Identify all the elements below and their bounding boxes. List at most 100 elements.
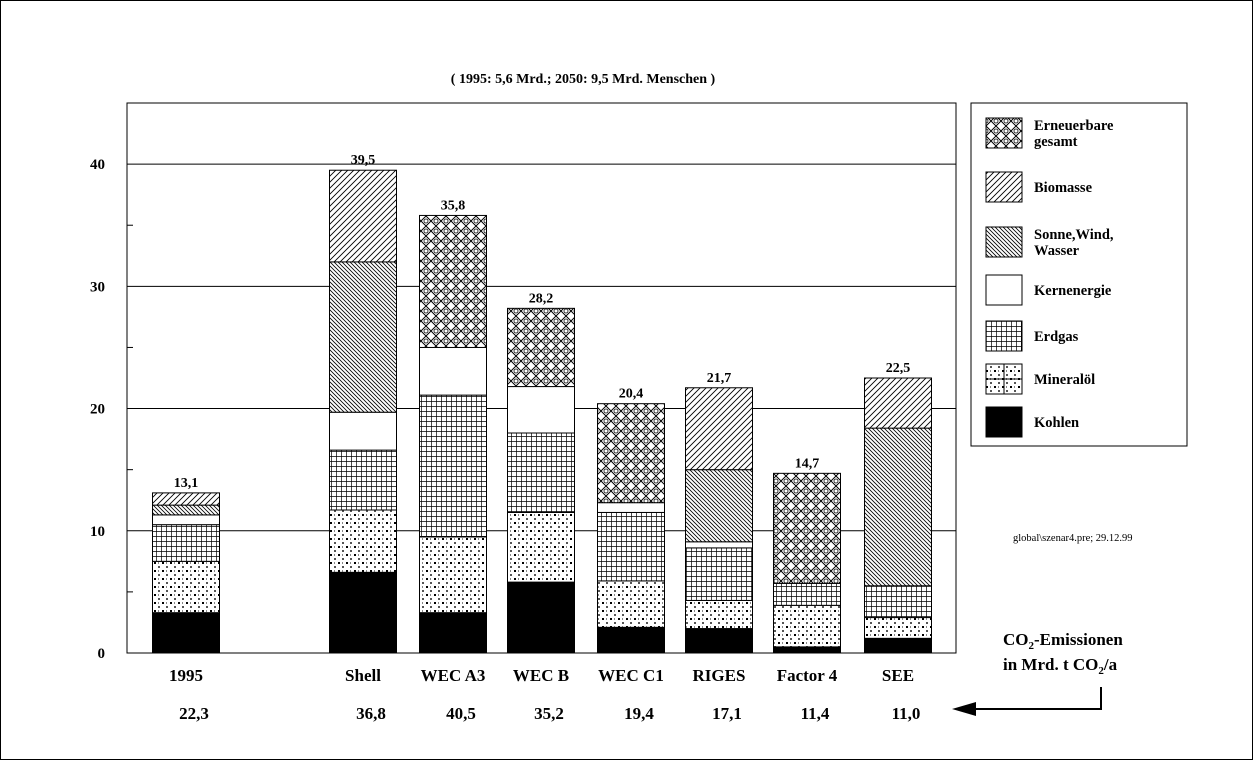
bar-segment-mineral-l <box>419 536 487 614</box>
bar-segment-mineral-l <box>329 509 397 573</box>
bar-shell: 39,5 <box>329 153 397 654</box>
x-tick-label: SEE <box>882 666 914 685</box>
legend-label: Wasser <box>1034 243 1080 259</box>
bar-segment-mineral-l <box>152 560 220 614</box>
bar-total-label: 21,7 <box>707 371 732 386</box>
x-tick-label: RIGES <box>693 666 746 685</box>
legend-item-kohlen: Kohlen <box>985 406 1079 438</box>
bar-segment-biomasse <box>685 387 753 471</box>
co2-value: 35,2 <box>534 704 564 723</box>
bar-segment-mineral-l <box>773 604 841 648</box>
co2-label-line2: in Mrd. t CO2/a <box>1003 655 1118 677</box>
co2-value: 40,5 <box>446 704 476 723</box>
bar-segment-kohlen <box>329 571 397 654</box>
legend-swatch <box>985 274 1023 306</box>
x-tick-label: WEC A3 <box>421 666 486 685</box>
legend-item-biomasse: Biomasse <box>985 171 1093 203</box>
x-axis-labels: 1995 Shell WEC A3 WEC B WEC C1 RIGES Factor 4 S… <box>169 666 914 685</box>
bar-total-label: 13,1 <box>174 476 199 491</box>
legend-swatch <box>985 320 1023 352</box>
co2-values-row: 22,3 36,8 40,5 35,2 19,4 17,1 11,4 11,0 <box>179 704 920 723</box>
y-tick-label: 30 <box>90 279 105 295</box>
bar-wec-c1: 20,4 <box>597 387 665 654</box>
bar-riges: 21,7 <box>685 371 753 654</box>
y-tick-label: 40 <box>90 157 105 173</box>
co2-value: 11,0 <box>892 704 921 723</box>
bar-segment-kohlen <box>864 637 932 654</box>
bar-segment-erdgas <box>419 394 487 538</box>
bar-segment-erdgas <box>773 582 841 606</box>
bar-wec-a3: 35,8 <box>419 198 487 654</box>
legend-label: gesamt <box>1034 134 1078 150</box>
bar-segment-erneuerbare-gesamt <box>419 214 487 348</box>
bar-segment-mineral-l <box>597 580 665 628</box>
bar-segment-mineral-l <box>685 599 753 630</box>
bar-segment-erdgas <box>152 524 220 562</box>
x-tick-label: 1995 <box>169 666 203 685</box>
plot-border <box>126 102 957 654</box>
bar-1995: 13,1 <box>152 476 220 654</box>
legend-label: Erdgas <box>1034 329 1079 345</box>
bar-segment-kohlen <box>685 628 753 654</box>
bar-segment-sonne-wind-wasser <box>329 261 397 413</box>
legend-item-sonne-wind-wasser: Sonne,Wind,Wasser <box>985 226 1114 259</box>
co2-value: 22,3 <box>179 704 209 723</box>
legend-swatch <box>985 117 1023 149</box>
legend-item-kernenergie: Kernenergie <box>985 274 1112 306</box>
bar-segment-kohlen <box>152 612 220 654</box>
co2-value: 17,1 <box>712 704 742 723</box>
legend-swatch <box>985 171 1023 203</box>
legend-swatch <box>985 226 1023 258</box>
bar-segment-erdgas <box>685 547 753 601</box>
bar-segment-kohlen <box>773 646 841 654</box>
bar-segment-kohlen <box>507 581 575 654</box>
bar-segment-erdgas <box>597 511 665 582</box>
legend-item-erdgas: Erdgas <box>985 320 1079 352</box>
bar-segment-kohlen <box>597 626 665 654</box>
bar-see: 22,5 <box>864 361 932 654</box>
bar-total-label: 20,4 <box>619 387 644 402</box>
x-tick-label: Shell <box>345 666 381 685</box>
bar-factor-4: 14,7 <box>773 456 841 654</box>
bar-segment-kernenergie <box>329 411 397 451</box>
bar-segment-kernenergie <box>597 502 665 513</box>
y-tick-label: 0 <box>98 646 106 662</box>
bar-segment-kohlen <box>419 612 487 654</box>
source-annotation: global\szenar4.pre; 29.12.99 <box>1013 533 1133 544</box>
co2-value: 19,4 <box>624 704 654 723</box>
bar-segment-kernenergie <box>152 514 220 526</box>
bar-segment-kernenergie <box>419 346 487 396</box>
bar-segment-erdgas <box>329 449 397 511</box>
y-tick-label: 10 <box>90 524 105 540</box>
bar-segment-mineral-l <box>864 617 932 639</box>
x-tick-label: WEC B <box>513 666 569 685</box>
bar-segment-erdgas <box>864 585 932 619</box>
legend-label: Kernenergie <box>1034 283 1112 299</box>
legend-label: Erneuerbare <box>1034 118 1114 134</box>
co2-value: 36,8 <box>356 704 386 723</box>
bar-segment-erdgas <box>507 432 575 513</box>
legend-item-mineral-l: Mineralöl <box>985 363 1095 395</box>
bar-segment-erneuerbare-gesamt <box>597 403 665 504</box>
bar-total-label: 39,5 <box>351 153 376 168</box>
y-tick-label: 20 <box>90 402 105 418</box>
bar-segment-biomasse <box>864 377 932 429</box>
bars: 13,1 39,5 35,8 28,2 20,4 21,7 14,7 22,5 <box>152 153 932 654</box>
bar-segment-kernenergie <box>507 386 575 434</box>
bar-segment-sonne-wind-wasser <box>685 469 753 543</box>
bar-segment-sonne-wind-wasser <box>152 504 220 516</box>
bar-total-label: 14,7 <box>795 456 820 471</box>
bar-segment-sonne-wind-wasser <box>864 427 932 587</box>
chart-subtitle: ( 1995: 5,6 Mrd.; 2050: 9,5 Mrd. Mensche… <box>451 72 716 87</box>
x-tick-label: Factor 4 <box>777 666 838 685</box>
legend-label: Mineralöl <box>1034 372 1095 388</box>
bar-segment-erneuerbare-gesamt <box>773 472 841 584</box>
bar-wec-b: 28,2 <box>507 291 575 654</box>
bar-segment-kernenergie <box>685 541 753 549</box>
bar-segment-mineral-l <box>507 511 575 583</box>
legend-label: Sonne,Wind, <box>1034 227 1114 243</box>
